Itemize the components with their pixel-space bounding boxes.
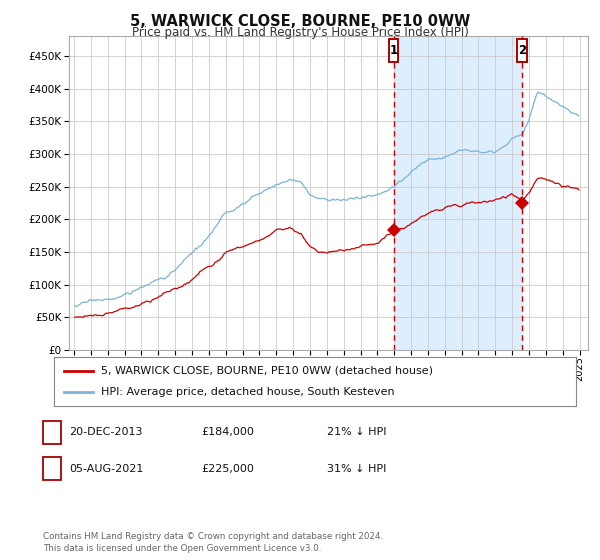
Text: £184,000: £184,000 bbox=[201, 427, 254, 437]
FancyBboxPatch shape bbox=[389, 39, 398, 62]
Text: 05-AUG-2021: 05-AUG-2021 bbox=[69, 464, 143, 474]
Text: 2: 2 bbox=[518, 44, 526, 57]
FancyBboxPatch shape bbox=[517, 39, 527, 62]
Bar bbox=[394, 36, 522, 350]
Text: 31% ↓ HPI: 31% ↓ HPI bbox=[327, 464, 386, 474]
Text: 5, WARWICK CLOSE, BOURNE, PE10 0WW: 5, WARWICK CLOSE, BOURNE, PE10 0WW bbox=[130, 14, 470, 29]
Text: £225,000: £225,000 bbox=[201, 464, 254, 474]
Text: HPI: Average price, detached house, South Kesteven: HPI: Average price, detached house, Sout… bbox=[101, 387, 395, 397]
Text: Price paid vs. HM Land Registry's House Price Index (HPI): Price paid vs. HM Land Registry's House … bbox=[131, 26, 469, 39]
Text: 1: 1 bbox=[389, 44, 398, 57]
Text: 5, WARWICK CLOSE, BOURNE, PE10 0WW (detached house): 5, WARWICK CLOSE, BOURNE, PE10 0WW (deta… bbox=[101, 366, 433, 376]
Text: 1: 1 bbox=[49, 427, 56, 437]
Text: 20-DEC-2013: 20-DEC-2013 bbox=[69, 427, 143, 437]
Text: 21% ↓ HPI: 21% ↓ HPI bbox=[327, 427, 386, 437]
Text: Contains HM Land Registry data © Crown copyright and database right 2024.
This d: Contains HM Land Registry data © Crown c… bbox=[43, 533, 383, 553]
Text: 2: 2 bbox=[49, 464, 56, 474]
